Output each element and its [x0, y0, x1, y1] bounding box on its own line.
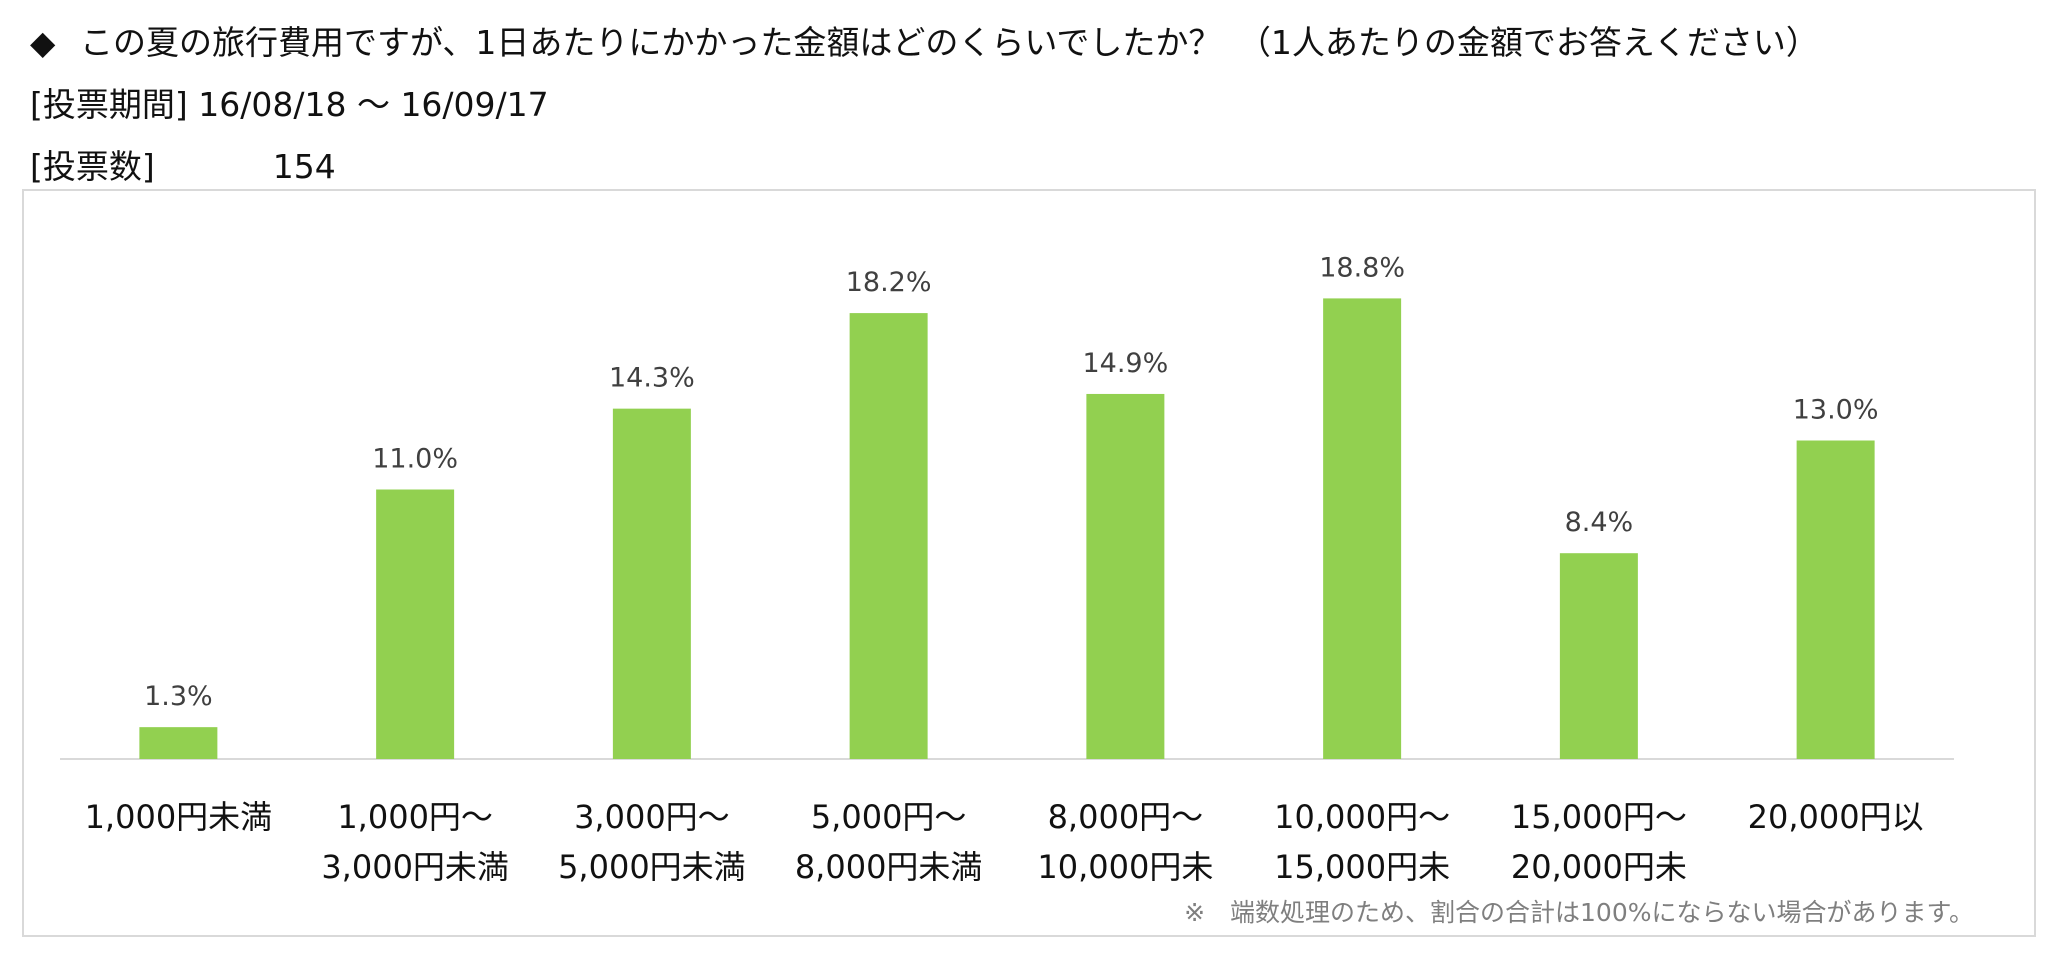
- category-label-7-line-1: 15,000円～: [1511, 798, 1687, 836]
- data-label-4: 18.2%: [846, 267, 932, 298]
- vote-count-value: 154: [272, 147, 336, 186]
- category-label-8-line-1: 20,000円以: [1748, 798, 1924, 836]
- category-label-5-line-1: 8,000円～: [1048, 798, 1204, 836]
- survey-header: ◆ この夏の旅行費用ですが、1日あたりにかかった金額はどのくらいでしたか？ （1人…: [30, 22, 1819, 208]
- data-label-1: 1.3%: [144, 681, 213, 712]
- chart-area: 1.3% 1,000円未満 11.0% 1,000円～ 3,000円未満 14.3% 3,0…: [22, 189, 2036, 937]
- bar-1: [139, 727, 218, 759]
- bar-3: [612, 408, 691, 759]
- bar-8: [1796, 440, 1875, 759]
- category-label-6-line-2: 15,000円未: [1274, 848, 1450, 886]
- category-label-7-line-2: 20,000円未: [1511, 848, 1687, 886]
- category-label-2-line-2: 3,000円未満: [321, 848, 509, 886]
- bar-5: [1086, 393, 1165, 759]
- vote-count-label: [投票数]: [30, 147, 155, 186]
- category-label-5-line-2: 10,000円未: [1037, 848, 1213, 886]
- category-label-1-line-1: 1,000円未満: [85, 798, 273, 836]
- voting-period: [投票期間] 16/08/18 ～ 16/09/17: [30, 84, 1819, 126]
- data-label-7: 8.4%: [1565, 507, 1634, 538]
- category-label-6-line-1: 10,000円～: [1274, 798, 1450, 836]
- question-text: この夏の旅行費用ですが、1日あたりにかかった金額はどのくらいでしたか？ （1人あ…: [80, 23, 1819, 62]
- bar-chart: 1.3% 1,000円未満 11.0% 1,000円～ 3,000円未満 14.3% 3,0…: [60, 252, 1974, 927]
- bar-6: [1323, 298, 1402, 759]
- data-label-2: 11.0%: [372, 444, 458, 475]
- vote-count: [投票数] 154: [30, 146, 1819, 188]
- category-label-4-line-2: 8,000円未満: [795, 848, 983, 886]
- diamond-bullet-icon: ◆: [30, 23, 56, 62]
- footnote: ※ 端数処理のため、割合の合計は100%にならない場合があります。: [1184, 898, 1974, 927]
- category-label-2-line-1: 1,000円～: [337, 798, 493, 836]
- category-label-3-line-2: 5,000円未満: [558, 848, 746, 886]
- data-label-6: 18.8%: [1319, 252, 1405, 283]
- data-label-3: 14.3%: [609, 363, 695, 394]
- question-line: ◆ この夏の旅行費用ですが、1日あたりにかかった金額はどのくらいでしたか？ （1人…: [30, 22, 1819, 64]
- data-label-8: 13.0%: [1793, 395, 1879, 426]
- bar-4: [849, 313, 928, 759]
- voting-period-value: 16/08/18 ～ 16/09/17: [198, 85, 549, 124]
- bar-7: [1559, 553, 1638, 759]
- category-label-4-line-1: 5,000円～: [811, 798, 967, 836]
- voting-period-label: [投票期間]: [30, 85, 188, 124]
- bar-2: [376, 489, 455, 759]
- category-label-3-line-1: 3,000円～: [574, 798, 730, 836]
- data-label-5: 14.9%: [1082, 348, 1168, 379]
